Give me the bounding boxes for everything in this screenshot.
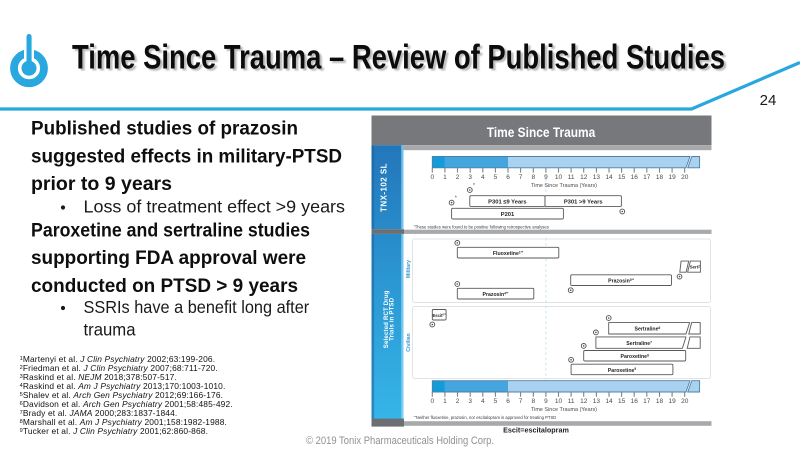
svg-text:Time Since Trauma – Review of: Time Since Trauma – Review of Published …	[72, 38, 725, 76]
svg-text:17: 17	[643, 174, 651, 181]
svg-text:1Martenyi et al. J Clin Psychi: 1Martenyi et al. J Clin Psychiatry 2002;…	[20, 354, 216, 364]
svg-text:20: 20	[681, 398, 689, 405]
svg-text:Escit5**: Escit5**	[432, 312, 445, 318]
svg-text:2: 2	[456, 174, 460, 181]
svg-text:Sertraline7: Sertraline7	[626, 340, 652, 347]
svg-text:Fluoxetine1**: Fluoxetine1**	[493, 250, 524, 257]
svg-text:8Marshall et al. Am J Psychiat: 8Marshall et al. Am J Psychiatry 2001;15…	[20, 417, 227, 427]
svg-text:8: 8	[531, 398, 535, 405]
svg-text:Sertraline6: Sertraline6	[635, 326, 661, 333]
svg-text:TNX-102 SL: TNX-102 SL	[380, 163, 389, 212]
svg-text:4: 4	[481, 174, 485, 181]
svg-text:4Raskind et al. Am J Psychiatr: 4Raskind et al. Am J Psychiatry 2013;170…	[20, 381, 226, 391]
svg-text:9: 9	[544, 174, 548, 181]
svg-text:**Neither fluoxetine, prazosin: **Neither fluoxetine, prazosin, nor esci…	[414, 415, 557, 420]
svg-text:SSRIs have a benefit long afte: SSRIs have a benefit long after	[84, 297, 310, 317]
svg-text:5: 5	[494, 174, 498, 181]
svg-text:4: 4	[481, 398, 485, 405]
svg-text:trauma: trauma	[84, 319, 136, 339]
svg-text:8: 8	[531, 174, 535, 181]
svg-text:9: 9	[544, 398, 548, 405]
svg-text:15: 15	[618, 398, 626, 405]
svg-text:6: 6	[506, 174, 510, 181]
svg-text:Paroxetine8: Paroxetine8	[621, 353, 650, 360]
svg-text:Time Since Trauma (Years): Time Since Trauma (Years)	[531, 183, 597, 189]
svg-text:15: 15	[618, 174, 626, 181]
svg-text:11: 11	[568, 174, 575, 181]
svg-text:*: *	[473, 183, 476, 189]
svg-text:© 2019 Tonix Pharmaceuticals H: © 2019 Tonix Pharmaceuticals Holding Cor…	[306, 435, 494, 447]
svg-text:13: 13	[593, 174, 601, 181]
svg-text:Prazosin3**: Prazosin3**	[608, 278, 635, 285]
svg-text:0: 0	[430, 174, 434, 181]
svg-text:Time Since Trauma (Years): Time Since Trauma (Years)	[531, 407, 597, 413]
svg-text:Civilian: Civilian	[406, 333, 412, 351]
svg-text:Escit=escitalopram: Escit=escitalopram	[503, 425, 569, 434]
svg-text:2: 2	[456, 398, 460, 405]
svg-text:10: 10	[555, 174, 563, 181]
svg-text:11: 11	[568, 398, 575, 405]
svg-text:*These studies were found to b: *These studies were found to be positive…	[414, 225, 549, 230]
svg-text:conducted on PTSD > 9 years: conducted on PTSD > 9 years	[31, 275, 298, 297]
svg-text:18: 18	[656, 398, 664, 405]
svg-text:14: 14	[605, 174, 613, 181]
svg-text:24: 24	[760, 92, 777, 109]
svg-text:P201: P201	[501, 212, 515, 218]
svg-text:5Shalev et al. Arch Gen Psychi: 5Shalev et al. Arch Gen Psychiatry 2012;…	[20, 390, 224, 400]
svg-text:10: 10	[555, 398, 563, 405]
svg-text:7: 7	[519, 174, 523, 181]
svg-text:Time Since Trauma – Review of: Time Since Trauma – Review of Published …	[74, 40, 727, 78]
svg-text:Selected RCT Drug: Selected RCT Drug	[384, 290, 390, 348]
svg-text:1: 1	[443, 398, 447, 405]
svg-text:Time Since Trauma: Time Since Trauma	[487, 125, 596, 140]
svg-text:3: 3	[468, 174, 472, 181]
svg-text:20: 20	[681, 174, 689, 181]
svg-text:P301 ≤9 Years: P301 ≤9 Years	[488, 199, 527, 205]
svg-text:Sert2: Sert2	[690, 264, 701, 269]
svg-text:Trials in PTSD: Trials in PTSD	[390, 297, 396, 341]
svg-text:P301 >9 Years: P301 >9 Years	[564, 199, 603, 205]
svg-text:2Friedman et al. J Clin Psychi: 2Friedman et al. J Clin Psychiatry 2007;…	[20, 363, 218, 373]
svg-text:6Davidson et al. Arch Gen Psyc: 6Davidson et al. Arch Gen Psychiatry 200…	[20, 399, 233, 409]
svg-text:3Raskind et al. NEJM 2018;378:: 3Raskind et al. NEJM 2018;378:507-517.	[20, 372, 177, 382]
svg-text:6: 6	[506, 398, 510, 405]
svg-text:*: *	[455, 196, 458, 202]
svg-text:16: 16	[631, 174, 639, 181]
svg-text:12: 12	[580, 398, 588, 405]
svg-text:3: 3	[468, 398, 472, 405]
svg-text:supporting FDA approval were: supporting FDA approval were	[31, 247, 306, 269]
svg-text:1: 1	[443, 174, 447, 181]
svg-text:14: 14	[605, 398, 613, 405]
svg-text:19: 19	[668, 398, 676, 405]
svg-text:Prazosin4**: Prazosin4**	[483, 291, 510, 298]
svg-text:7: 7	[519, 398, 523, 405]
svg-text:13: 13	[593, 398, 601, 405]
svg-text:16: 16	[631, 398, 639, 405]
svg-text:7Brady et al. JAMA 2000;283:18: 7Brady et al. JAMA 2000;283:1837-1844.	[20, 408, 178, 418]
svg-text:5: 5	[494, 398, 498, 405]
svg-text:prior to 9 years: prior to 9 years	[31, 173, 172, 195]
svg-text:0: 0	[430, 398, 434, 405]
svg-text:9Tucker et al. J Clin Psychiat: 9Tucker et al. J Clin Psychiatry 2001;62…	[20, 426, 208, 436]
svg-text:suggested effects in military-: suggested effects in military-PTSD	[31, 145, 342, 167]
svg-text:Published studies of prazosin: Published studies of prazosin	[31, 118, 298, 140]
svg-text:Paroxetine and sertraline stud: Paroxetine and sertraline studies	[31, 219, 310, 241]
svg-text:19: 19	[668, 174, 676, 181]
svg-text:17: 17	[643, 398, 651, 405]
svg-text:Military: Military	[406, 260, 412, 278]
svg-text:12: 12	[580, 174, 588, 181]
svg-text:18: 18	[656, 174, 664, 181]
svg-text:Loss of treatment effect >9 ye: Loss of treatment effect >9 years	[84, 197, 346, 217]
svg-text:Paroxetine9: Paroxetine9	[608, 367, 637, 374]
